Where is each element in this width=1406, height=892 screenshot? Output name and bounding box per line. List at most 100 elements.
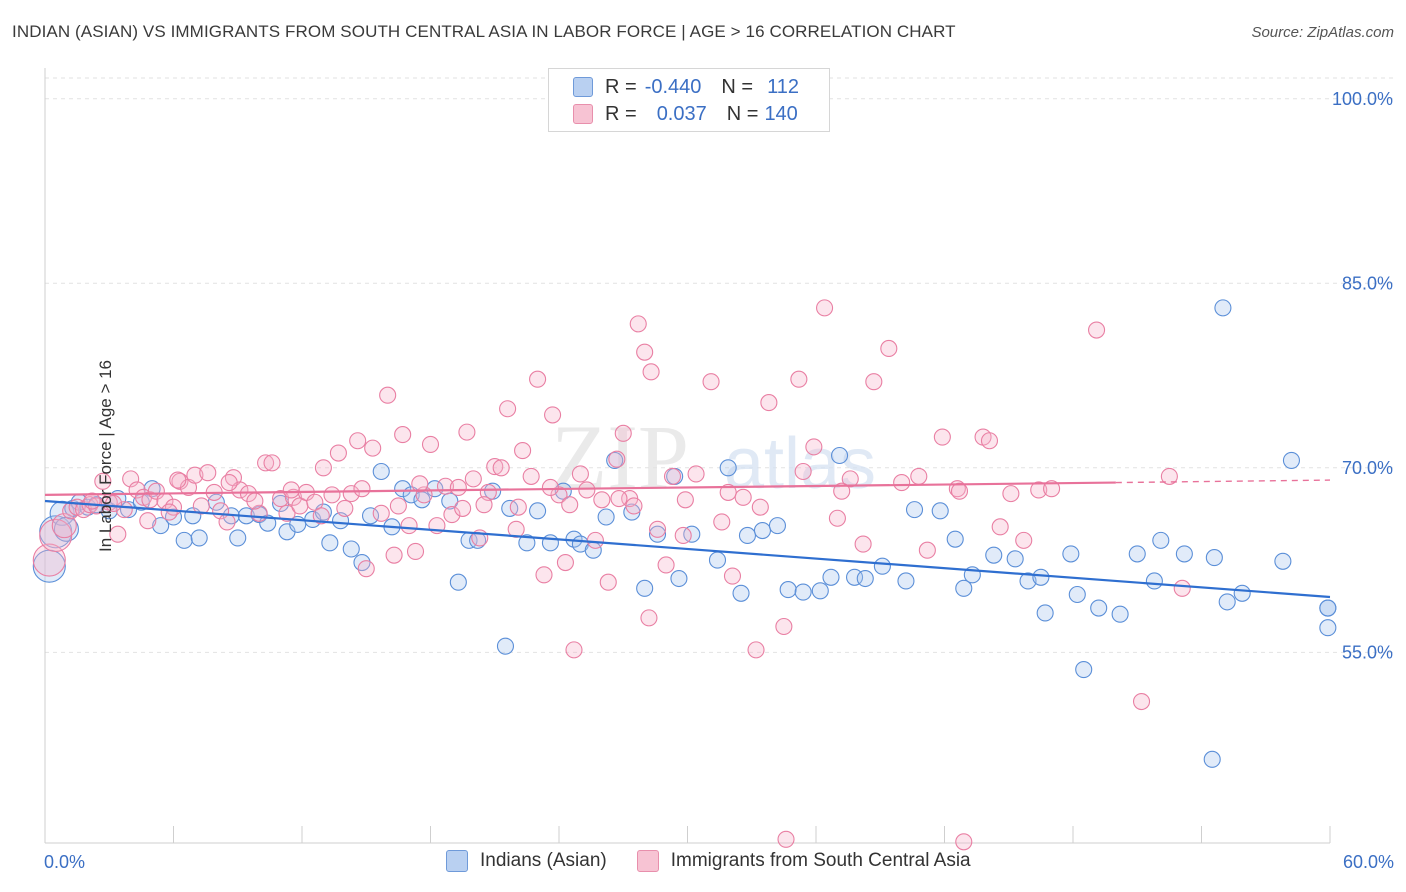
data-point xyxy=(94,472,112,490)
data-point xyxy=(1218,593,1236,611)
data-point xyxy=(499,400,517,418)
data-point xyxy=(458,423,476,441)
data-point xyxy=(464,470,482,488)
data-point xyxy=(421,435,440,453)
tick-labels: 55.0% 70.0% 85.0% 100.0% xyxy=(1332,89,1393,663)
data-point xyxy=(732,584,750,602)
x-tick-max: 60.0% xyxy=(1342,852,1394,872)
data-point xyxy=(640,609,658,627)
data-point xyxy=(400,517,418,535)
series-swatch-pink xyxy=(636,850,659,872)
data-point xyxy=(1282,451,1300,469)
data-point xyxy=(160,503,178,521)
data-point xyxy=(593,491,611,509)
chart-title: INDIAN (ASIAN) VS IMMIGRANTS FROM SOUTH … xyxy=(12,22,956,41)
legend-r-label: R = xyxy=(605,102,637,125)
legend-r-value: -0.440 xyxy=(644,75,702,98)
data-point xyxy=(648,525,667,543)
data-point xyxy=(218,513,236,531)
data-point xyxy=(32,543,66,577)
legend-n-value: 140 xyxy=(764,102,798,125)
data-point xyxy=(259,514,277,532)
series-legend-item-indians: Indians (Asian) xyxy=(446,850,607,872)
axes xyxy=(44,68,1331,844)
data-point xyxy=(687,465,705,483)
data-point xyxy=(723,567,742,585)
legend-r-value: 0.037 xyxy=(656,102,707,125)
data-point xyxy=(507,520,525,538)
data-point xyxy=(169,471,187,489)
data-point xyxy=(1175,545,1193,563)
data-point xyxy=(501,499,519,517)
data-point xyxy=(873,557,891,575)
legend-swatch-pink xyxy=(573,104,593,124)
data-point xyxy=(648,520,667,538)
legend-n-label: N = xyxy=(726,102,759,125)
data-point xyxy=(833,482,851,500)
data-point xyxy=(278,504,296,522)
data-point xyxy=(323,486,341,504)
data-point xyxy=(586,531,604,549)
data-point xyxy=(779,581,797,599)
data-point xyxy=(556,553,574,572)
data-point xyxy=(1274,552,1292,570)
data-point xyxy=(608,450,626,468)
data-point xyxy=(713,513,731,531)
y-axis-label: In Labor Force | Age > 16 xyxy=(96,359,116,553)
data-point xyxy=(674,526,692,545)
data-point xyxy=(811,582,829,600)
data-point xyxy=(1043,480,1061,498)
data-point xyxy=(831,446,849,465)
data-point xyxy=(257,454,275,472)
data-point xyxy=(642,363,660,381)
data-point xyxy=(676,491,694,509)
data-point xyxy=(571,465,589,483)
data-point xyxy=(955,579,973,597)
data-point xyxy=(449,478,467,497)
data-point xyxy=(1006,550,1024,568)
data-point xyxy=(614,424,632,442)
data-point xyxy=(980,432,999,450)
data-point xyxy=(1015,531,1033,549)
data-point xyxy=(379,386,397,404)
data-point xyxy=(550,486,568,504)
data-point xyxy=(190,529,208,547)
data-point xyxy=(841,470,859,488)
data-point xyxy=(910,467,928,485)
data-point xyxy=(753,521,772,540)
data-point xyxy=(777,830,795,848)
data-point xyxy=(747,641,765,659)
data-point xyxy=(385,546,403,564)
series-legend-label: Indians (Asian) xyxy=(480,850,607,871)
data-point xyxy=(599,573,617,591)
legend-r-label: R = xyxy=(605,75,637,98)
data-point xyxy=(1030,481,1048,499)
data-point xyxy=(496,637,515,655)
data-point xyxy=(529,502,547,520)
data-point xyxy=(856,569,874,588)
data-point xyxy=(342,485,360,503)
data-point xyxy=(719,459,737,477)
data-point xyxy=(1088,321,1106,339)
data-point xyxy=(175,531,193,549)
data-point xyxy=(760,394,778,412)
series-immigrants-south-central-asia xyxy=(32,299,1191,851)
data-point xyxy=(522,467,540,485)
data-point xyxy=(1203,750,1221,768)
data-point xyxy=(880,339,898,358)
data-point xyxy=(702,373,720,391)
data-point xyxy=(738,526,757,545)
series-legend-item-immigrants: Immigrants from South Central Asia xyxy=(636,850,971,872)
data-point xyxy=(314,459,332,477)
data-point xyxy=(449,573,467,591)
data-point xyxy=(199,464,217,482)
x-tick-min: 0.0% xyxy=(44,852,86,872)
data-point xyxy=(372,504,390,522)
data-point xyxy=(518,534,536,552)
series-legend: Indians (Asian) Immigrants from South Ce… xyxy=(446,850,1001,872)
data-point xyxy=(312,507,330,525)
data-point xyxy=(1111,605,1129,623)
data-point xyxy=(389,497,407,515)
data-point xyxy=(220,474,238,492)
